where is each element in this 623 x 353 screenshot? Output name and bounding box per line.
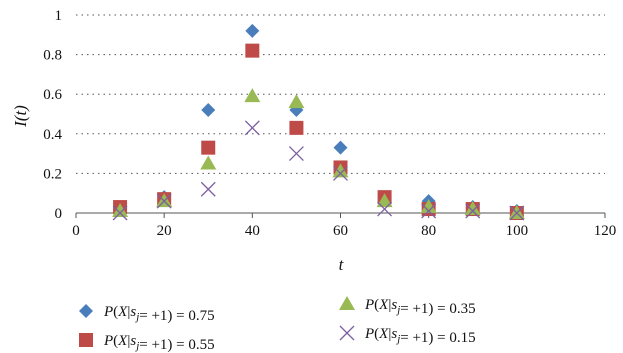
axes — [75, 212, 606, 218]
x-tick-label: 100 — [506, 223, 529, 239]
x-tick-label: 20 — [157, 223, 172, 239]
y-tick-label: 0.6 — [43, 87, 62, 103]
x-tick-label: 40 — [245, 223, 260, 239]
series-diamond — [113, 23, 524, 219]
y-tick-label: 0.4 — [43, 127, 62, 143]
data-point-x — [244, 120, 260, 136]
series-x — [112, 120, 525, 221]
x-tick-label: 120 — [594, 223, 617, 239]
y-axis-label: I(t) — [11, 105, 30, 128]
series-triangle — [112, 88, 525, 219]
legend-label: P(X|sj= +1) = 0.35 — [364, 297, 476, 317]
data-point-x — [421, 203, 437, 219]
data-point-triangle — [288, 94, 305, 109]
data-point-triangle — [376, 193, 393, 208]
tick-labels: 0 0.2 0.4 0.6 0.8 1 0 20 40 60 80 100 120 — [43, 8, 616, 239]
data-point-triangle — [156, 193, 173, 208]
y-tick-label: 0 — [55, 206, 63, 222]
data-point-x — [377, 201, 393, 217]
data-point-triangle — [464, 201, 481, 216]
y-tick-label: 0.2 — [43, 166, 62, 182]
legend-marker-x — [339, 325, 355, 341]
legend-label: P(X|sj= +1) = 0.75 — [103, 304, 215, 324]
data-point-triangle — [200, 155, 217, 170]
legend-entry: P(X|sj= +1) = 0.35 — [339, 296, 476, 317]
data-point-square — [201, 140, 216, 155]
data-point-x — [465, 203, 481, 219]
data-point-x — [156, 193, 172, 209]
legend-marker-triangle — [339, 296, 355, 310]
legend-entry: P(X|sj= +1) = 0.75 — [79, 304, 215, 324]
data-point-triangle — [508, 205, 525, 219]
data-points — [112, 23, 525, 221]
data-point-x — [200, 181, 216, 197]
data-point-diamond — [245, 23, 260, 38]
data-point-triangle — [112, 203, 129, 218]
y-tick-label: 0.8 — [43, 48, 62, 64]
y-tick-label: 1 — [55, 8, 63, 24]
legend-label: P(X|sj= +1) = 0.55 — [103, 333, 215, 353]
legend-entry: P(X|sj= +1) = 0.15 — [339, 325, 476, 346]
legend-entry: P(X|sj= +1) = 0.55 — [79, 333, 215, 353]
data-point-triangle — [244, 88, 261, 103]
data-point-x — [509, 205, 525, 221]
x-tick-label: 60 — [333, 223, 348, 239]
legend-marker-diamond — [79, 304, 93, 318]
x-tick-label: 0 — [72, 223, 80, 239]
x-tick-label: 80 — [421, 223, 436, 239]
data-point-square — [289, 120, 304, 135]
x-axis-label: t — [339, 255, 345, 274]
data-point-square — [245, 43, 260, 58]
legend-label: P(X|sj= +1) = 0.15 — [364, 326, 476, 346]
data-point-x — [288, 146, 304, 162]
gridlines — [76, 14, 605, 174]
legend: P(X|sj= +1) = 0.75 P(X|sj= +1) = 0.55 P(X|… — [79, 296, 476, 353]
data-point-x — [112, 205, 128, 221]
series-square — [113, 43, 524, 220]
data-point-diamond — [201, 103, 216, 118]
data-point-triangle — [420, 199, 437, 214]
data-point-triangle — [332, 163, 349, 178]
data-point-x — [333, 165, 348, 181]
legend-marker-square — [79, 333, 93, 347]
data-point-diamond — [333, 140, 348, 155]
